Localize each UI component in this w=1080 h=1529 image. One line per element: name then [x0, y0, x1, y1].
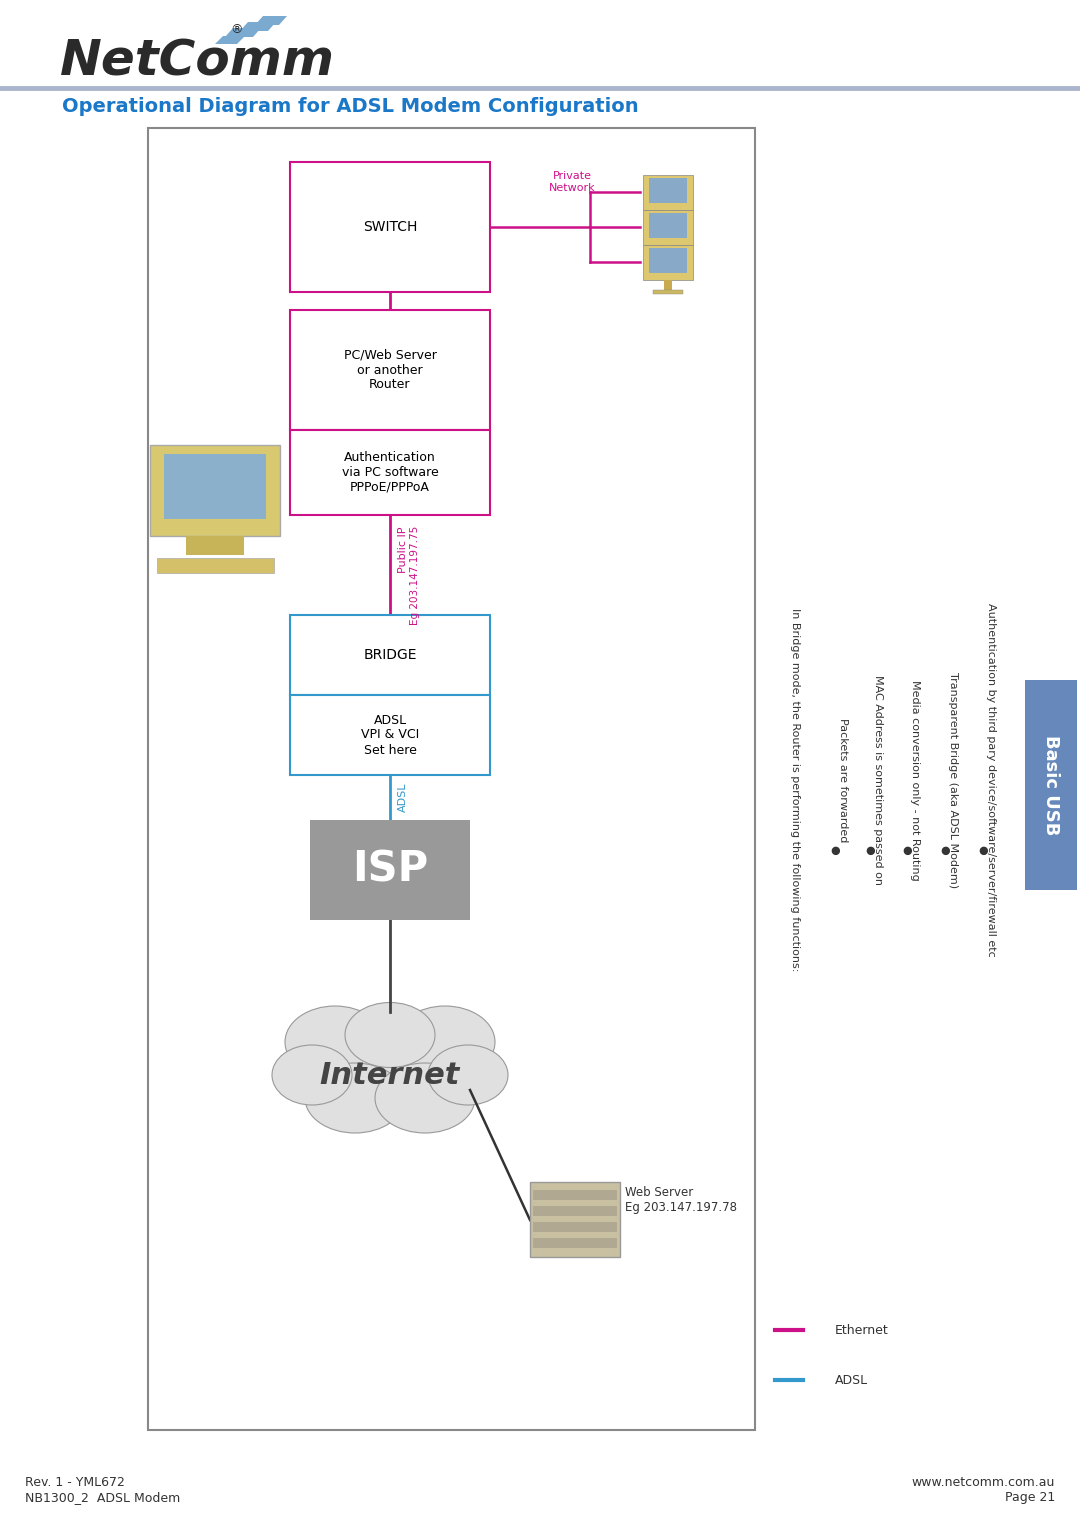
Ellipse shape [272, 1044, 352, 1105]
Bar [291, 310, 490, 430]
Text: In Bridge mode, the Router is performing the following functions:: In Bridge mode, the Router is performing… [789, 609, 800, 972]
Bar [653, 254, 683, 258]
Ellipse shape [375, 1063, 475, 1133]
Polygon shape [225, 28, 261, 37]
Text: Eg 203.147.197.75: Eg 203.147.197.75 [410, 526, 420, 625]
Text: ADSL: ADSL [399, 783, 408, 812]
Text: ●: ● [940, 846, 950, 855]
Bar [164, 454, 266, 520]
Polygon shape [255, 15, 287, 24]
Bar [534, 1238, 617, 1248]
Text: Basic USB: Basic USB [1042, 735, 1059, 835]
Text: SWITCH: SWITCH [363, 220, 417, 234]
Text: Private
Network: Private Network [549, 171, 595, 193]
Text: ●: ● [831, 846, 840, 855]
Bar [649, 248, 687, 274]
Text: Authentication
via PC software
PPPoE/PPPoA: Authentication via PC software PPPoE/PPP… [341, 451, 438, 494]
Polygon shape [215, 37, 245, 44]
Bar [534, 1206, 617, 1216]
Text: ADSL: ADSL [835, 1373, 868, 1387]
Text: Packets are forwarded: Packets are forwarded [838, 717, 848, 842]
Bar [534, 1190, 617, 1200]
Text: BRIDGE: BRIDGE [363, 648, 417, 662]
Bar [291, 430, 490, 515]
Bar [664, 245, 672, 254]
Polygon shape [240, 21, 276, 31]
Ellipse shape [302, 1020, 477, 1121]
Text: Web Server
Eg 203.147.197.78: Web Server Eg 203.147.197.78 [625, 1187, 737, 1214]
Text: Rev. 1 - YML672
NB1300_2  ADSL Modem: Rev. 1 - YML672 NB1300_2 ADSL Modem [25, 1475, 180, 1505]
Bar [148, 128, 755, 1430]
Text: Operational Diagram for ADSL Modem Configuration: Operational Diagram for ADSL Modem Confi… [62, 98, 638, 116]
Text: ●: ● [902, 846, 912, 855]
Bar [643, 174, 693, 209]
Text: Internet: Internet [320, 1061, 460, 1090]
Bar [664, 209, 672, 220]
Bar [186, 535, 244, 555]
Ellipse shape [395, 1006, 495, 1078]
Text: ●: ● [865, 846, 875, 855]
Bar [530, 1182, 620, 1257]
Bar [310, 820, 470, 920]
Text: Media conversion only - not Routing: Media conversion only - not Routing [910, 679, 920, 881]
Bar [649, 179, 687, 203]
Text: NetComm: NetComm [60, 38, 335, 86]
Ellipse shape [428, 1044, 508, 1105]
Text: ISP: ISP [352, 849, 428, 891]
Text: ●: ● [978, 846, 988, 855]
Text: ADSL
VPI & VCI
Set here: ADSL VPI & VCI Set here [361, 714, 419, 757]
Text: Transparent Bridge (aka ADSL Modem): Transparent Bridge (aka ADSL Modem) [948, 671, 958, 888]
Text: PC/Web Server
or another
Router: PC/Web Server or another Router [343, 349, 436, 391]
Bar [653, 220, 683, 225]
Bar [643, 209, 693, 245]
Bar [653, 289, 683, 294]
Bar [643, 245, 693, 280]
Bar [291, 696, 490, 775]
Text: Public IP: Public IP [399, 528, 408, 573]
Bar [1025, 680, 1077, 890]
Text: MAC Address is sometimes passed on: MAC Address is sometimes passed on [873, 674, 883, 885]
Bar [150, 445, 280, 535]
Text: Authentication by third pary device/software/server/firewall etc: Authentication by third pary device/soft… [986, 602, 996, 957]
Bar [157, 558, 273, 572]
Bar [291, 615, 490, 696]
Ellipse shape [345, 1003, 435, 1067]
Text: ®: ® [230, 23, 243, 37]
Bar [291, 162, 490, 292]
Polygon shape [230, 31, 258, 37]
Bar [534, 1222, 617, 1232]
Ellipse shape [305, 1063, 405, 1133]
Text: Ethernet: Ethernet [835, 1324, 889, 1336]
Ellipse shape [285, 1006, 384, 1078]
Bar [649, 213, 687, 239]
Bar [664, 280, 672, 289]
Text: www.netcomm.com.au
Page 21: www.netcomm.com.au Page 21 [912, 1475, 1055, 1505]
